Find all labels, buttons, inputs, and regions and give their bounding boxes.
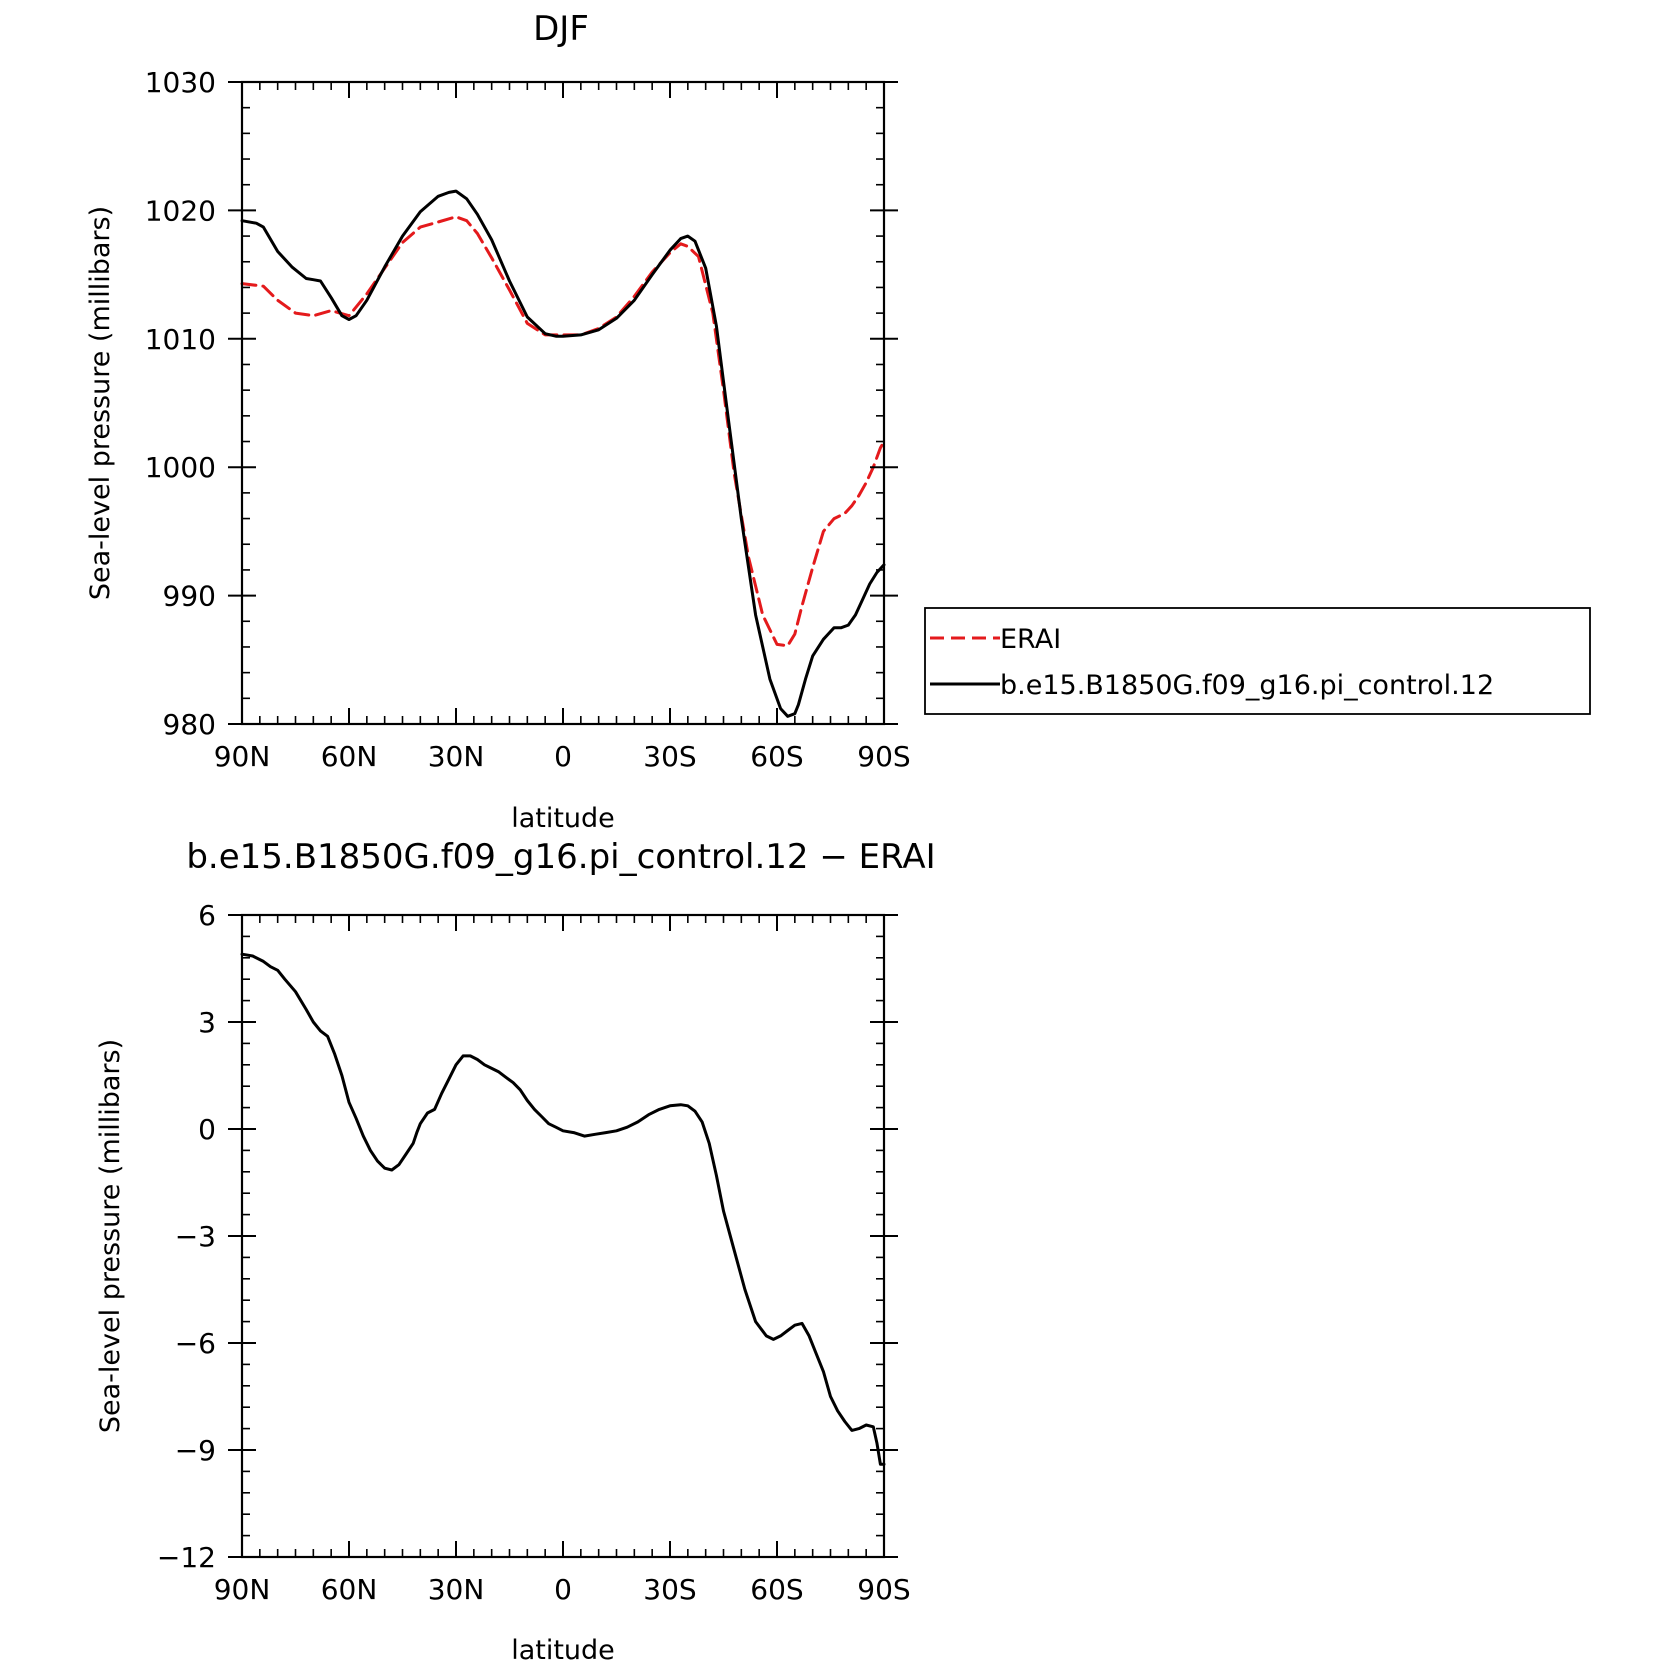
p2-ytick-label: −6: [175, 1327, 216, 1360]
p2-xtick-label: 0: [554, 1573, 572, 1606]
panel1-frame: [240, 80, 886, 726]
p2-ytick-label: 3: [198, 1006, 216, 1039]
panel2-frame: [240, 913, 886, 1559]
p2-series-line-0: [240, 952, 886, 1466]
legend-box: [924, 607, 1591, 715]
p1-ytick-label: 1000: [145, 451, 216, 484]
legend-label-erai: ERAI: [1000, 624, 1061, 655]
p1-series-line-0: [240, 215, 886, 648]
p1-xtick-label: 90N: [214, 740, 271, 773]
p2-ytick-label: −3: [175, 1220, 216, 1253]
p1-xtick-label: 60N: [321, 740, 378, 773]
p1-xtick-label: 90S: [857, 740, 910, 773]
p2-xtick-label: 60S: [750, 1573, 803, 1606]
p2-xtick-label: 30S: [643, 1573, 696, 1606]
sea-level-pressure-panel: DJF 90N 60N 30N 0 30S 60S 90S 980 990 1000 1010 10…: [85, 9, 911, 834]
p1-series-line-1: [240, 189, 886, 718]
p2-xtick-label: 60N: [321, 1573, 378, 1606]
p2-ytick-label: 0: [198, 1113, 216, 1146]
panel2-xlabel: latitude: [511, 1635, 615, 1663]
p1-ytick-label: 1030: [145, 66, 216, 99]
p1-ytick-label: 980: [163, 708, 216, 741]
p1-xtick-label: 30N: [428, 740, 485, 773]
panel1-ylabel: Sea-level pressure (millibars): [85, 206, 116, 600]
panel1-xlabel: latitude: [511, 803, 615, 834]
p2-xtick-label: 90N: [214, 1573, 271, 1606]
panel2-title: b.e15.B1850G.f09_g16.pi_control.12 − ERA…: [186, 837, 935, 877]
p1-ytick-label: 990: [163, 580, 216, 613]
p1-xtick-label: 60S: [750, 740, 803, 773]
p2-xtick-label: 30N: [428, 1573, 485, 1606]
difference-panel: b.e15.B1850G.f09_g16.pi_control.12 − ERA…: [95, 837, 936, 1663]
p2-ytick-label: −12: [157, 1541, 216, 1574]
legend: ERAI b.e15.B1850G.f09_g16.pi_control.12: [924, 607, 1591, 715]
panel1-title: DJF: [533, 9, 589, 49]
p2-ytick-label: 6: [198, 899, 216, 932]
legend-label-model: b.e15.B1850G.f09_g16.pi_control.12: [1000, 670, 1494, 701]
p1-ytick-label: 1020: [145, 194, 216, 227]
panel2-ylabel: Sea-level pressure (millibars): [95, 1039, 126, 1433]
p1-xtick-label: 30S: [643, 740, 696, 773]
p1-xtick-label: 0: [554, 740, 572, 773]
p1-ytick-label: 1010: [145, 323, 216, 356]
p2-ytick-label: −9: [175, 1434, 216, 1467]
p2-xtick-label: 90S: [857, 1573, 910, 1606]
